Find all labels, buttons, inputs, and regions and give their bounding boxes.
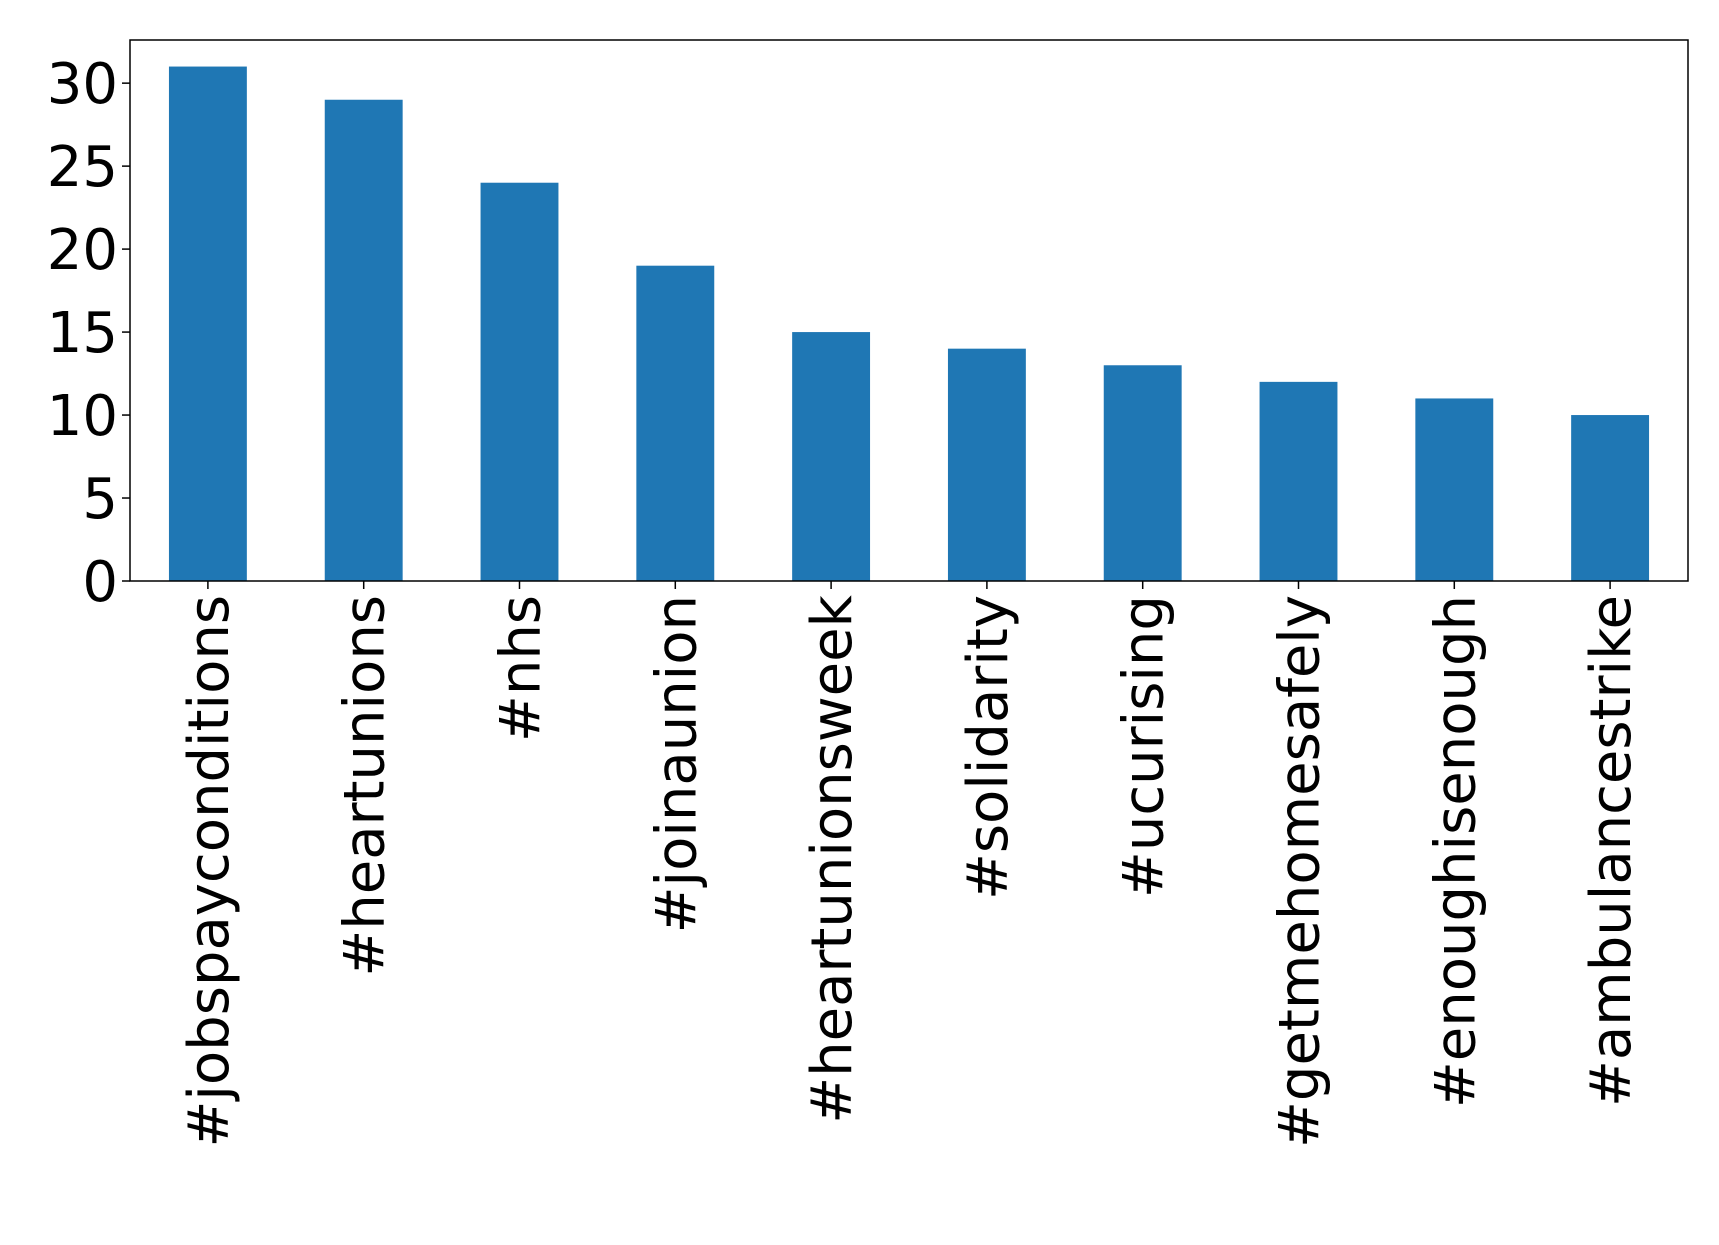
y-tick-label: 25 [47, 135, 118, 200]
bar [1103, 365, 1182, 581]
x-tick-label: #heartunions [333, 595, 398, 977]
bar [1571, 415, 1650, 581]
x-tick-label: #ambulancestrike [1579, 595, 1644, 1107]
y-tick-label: 10 [47, 384, 118, 449]
bar [324, 99, 403, 581]
x-tick-label: #heartunionsweek [800, 594, 865, 1123]
plot-frame [129, 39, 1689, 582]
y-tick-label: 5 [82, 467, 118, 532]
x-tick-label: #joinaunion [644, 595, 709, 933]
x-tick-label: #getmehomesafely [1268, 595, 1333, 1148]
bar [1415, 398, 1494, 581]
x-tick-label: #enoughisenough [1423, 595, 1488, 1108]
bar [1259, 381, 1338, 581]
bar [792, 332, 871, 581]
bar [636, 265, 715, 581]
bar [480, 182, 559, 582]
y-tick-label: 30 [47, 52, 118, 117]
bar [168, 66, 247, 582]
x-tick-label: #solidarity [956, 595, 1021, 900]
x-tick-label: #nhs [489, 595, 554, 742]
y-tick-label: 20 [47, 218, 118, 283]
x-tick-label: #jobspayconditions [177, 595, 242, 1148]
bar [947, 348, 1026, 581]
x-tick-label: #ucurising [1112, 595, 1177, 898]
y-tick-label: 0 [82, 550, 118, 615]
y-tick-label: 15 [47, 301, 118, 366]
